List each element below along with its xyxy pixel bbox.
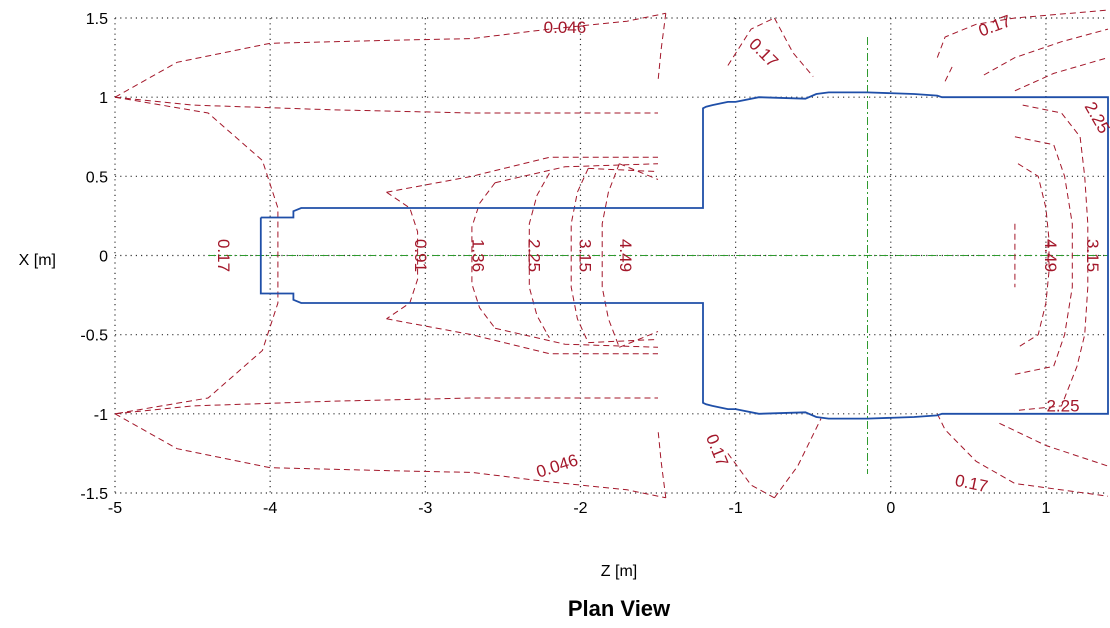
chart-title: Plan View xyxy=(568,596,671,621)
contour-line xyxy=(936,9,1109,58)
contour-line xyxy=(601,163,620,348)
y-tick-label: 0 xyxy=(99,249,108,266)
contour-line xyxy=(657,429,667,498)
contour-label: 1.36 xyxy=(469,239,488,272)
contour-line xyxy=(1014,104,1089,412)
contour-line xyxy=(528,172,550,339)
y-tick-label: -0.5 xyxy=(80,328,108,345)
contour-line xyxy=(773,418,822,499)
contour-line xyxy=(657,13,667,82)
contour-line xyxy=(1014,57,1109,92)
x-tick-label: 1 xyxy=(1041,500,1050,517)
contour-line xyxy=(114,413,666,499)
contour-label: 0.17 xyxy=(953,471,989,496)
contour-line xyxy=(1014,136,1073,375)
contour-line xyxy=(619,163,659,180)
contour-label: 4.49 xyxy=(616,239,635,272)
contour-line xyxy=(570,168,589,343)
contour-label: 0.17 xyxy=(702,431,732,469)
contour-line xyxy=(494,327,659,348)
centerlines xyxy=(208,37,1108,474)
contour-line xyxy=(773,17,814,77)
y-tick-label: -1 xyxy=(94,407,108,424)
y-tick-label: 0.5 xyxy=(86,169,108,186)
contour-line xyxy=(1017,163,1050,348)
x-tick-label: -1 xyxy=(729,500,743,517)
contour-line xyxy=(386,156,658,193)
contour-line xyxy=(386,191,419,320)
contour-line xyxy=(936,413,1109,497)
contour-line xyxy=(999,422,1109,467)
contour-label: 0.046 xyxy=(534,450,580,481)
contour-line xyxy=(619,331,659,348)
contour-line xyxy=(588,338,659,344)
contour-label: 0.91 xyxy=(411,239,430,272)
contour-label: 2.25 xyxy=(1081,99,1110,137)
contour-line xyxy=(588,167,659,173)
contour-line xyxy=(114,397,658,415)
x-axis-label: Z [m] xyxy=(601,563,637,580)
contour-line xyxy=(471,182,496,329)
contour-line xyxy=(114,96,658,114)
contour-line xyxy=(727,17,775,66)
x-tick-label: 0 xyxy=(886,500,895,517)
contour-label: 3.15 xyxy=(1083,239,1102,272)
contour-label: 0.17 xyxy=(214,239,233,272)
contour-line xyxy=(386,318,658,355)
contour-label: 4.49 xyxy=(1041,239,1060,272)
y-axis-label: X [m] xyxy=(19,252,56,269)
object-outline xyxy=(259,91,1109,420)
contour-label: 2.25 xyxy=(1046,396,1079,415)
contour-label: 0.046 xyxy=(544,18,587,37)
y-tick-label: -1.5 xyxy=(80,486,108,503)
contour-line xyxy=(114,12,666,98)
contour-line xyxy=(944,65,954,82)
x-tick-label: -4 xyxy=(263,500,277,517)
contour-label: 0.17 xyxy=(976,11,1014,40)
contour-labels: 0.046 0.046 0.17 0.17 0.17 0.17 0.17 0.91 1.36 2.… xyxy=(214,11,1110,496)
contour-line xyxy=(727,453,775,499)
contour-label: 3.15 xyxy=(576,239,595,272)
y-tick-label: 1 xyxy=(99,90,108,107)
contour-line xyxy=(983,28,1109,76)
contour-label: 2.25 xyxy=(524,239,543,272)
axis-ticks: -5 -4 -3 -2 -1 0 1 1.5 1 0.5 0 -0.5 -1 -1.5 xyxy=(80,11,1050,517)
contour-line xyxy=(494,163,659,184)
contour-label: 0.17 xyxy=(745,34,782,71)
x-tick-label: -3 xyxy=(418,500,432,517)
x-tick-label: -2 xyxy=(573,500,587,517)
contour-lines xyxy=(114,9,1109,499)
y-tick-label: 1.5 xyxy=(86,11,108,28)
x-tick-label: -5 xyxy=(108,500,122,517)
object-outline-path xyxy=(259,91,1109,420)
contour-line xyxy=(114,96,279,415)
